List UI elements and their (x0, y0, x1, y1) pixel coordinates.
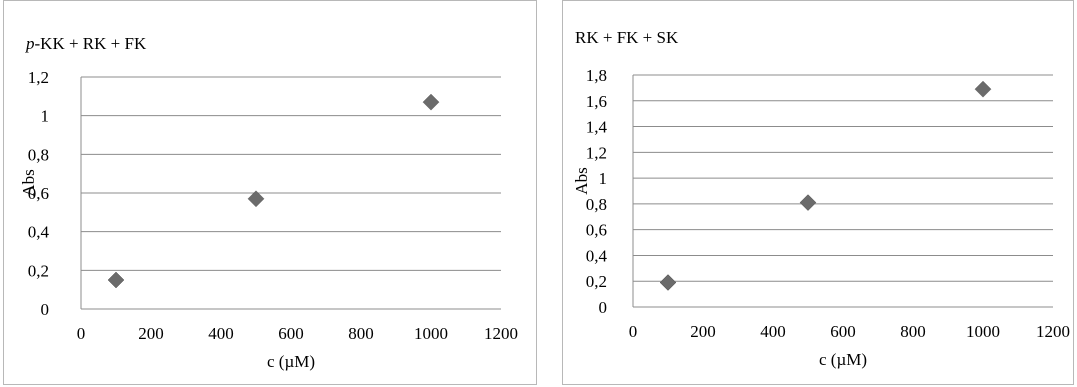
x-tick-label: 200 (138, 324, 164, 343)
x-tick-label: 800 (900, 322, 926, 341)
y-tick-label: 0,8 (586, 195, 607, 214)
y-tick-label: 1 (599, 169, 608, 188)
data-point (107, 271, 125, 289)
y-axis-label: Abs (19, 169, 38, 196)
y-tick-label: 1,2 (586, 143, 607, 162)
chart-plot-left: 0 0,2 0,4 0,6 0,8 1 1,2 0 200 400 600 800 1000 1200 c … (19, 68, 518, 371)
y-tick-label: 0 (599, 298, 608, 317)
y-tick-label: 1 (41, 107, 50, 126)
x-tick-label: 0 (629, 322, 638, 341)
x-tick-label: 400 (760, 322, 786, 341)
y-tick-label: 0,6 (28, 184, 49, 203)
data-point (659, 274, 677, 291)
x-tick-label: 600 (278, 324, 304, 343)
y-axis-label: Abs (572, 167, 591, 194)
data-point (247, 190, 265, 208)
x-tick-label: 1000 (966, 322, 1000, 341)
chart-title: p-KK + RK + FK (26, 34, 146, 54)
y-tick-label: 0,8 (28, 145, 49, 164)
x-tick-label: 400 (208, 324, 234, 343)
x-tick-label: 200 (690, 322, 716, 341)
x-tick-label: 800 (348, 324, 374, 343)
y-tick-label: 1,4 (586, 118, 608, 137)
x-tick-label: 600 (830, 322, 856, 341)
x-tick-label: 1000 (414, 324, 448, 343)
x-tick-label: 0 (77, 324, 86, 343)
chart-panel-right: RK + FK + SK 0 0,2 0,4 0,6 0,8 1 1,2 1,4 1,6 1,8 0… (562, 0, 1074, 385)
data-point (974, 80, 992, 98)
data-point (422, 93, 440, 111)
y-tick-label: 0,2 (586, 272, 607, 291)
y-tick-label: 0,4 (586, 246, 608, 265)
x-axis-label: c (µM) (819, 350, 867, 369)
chart-panel-left: p-KK + RK + FK 0 0,2 0,4 0,6 0,8 1 1,2 0 200 400 6… (3, 0, 537, 385)
chart-title-italic-prefix: p (26, 34, 35, 53)
data-point (799, 194, 817, 211)
chart-title: RK + FK + SK (575, 28, 679, 47)
y-tick-label: 0,2 (28, 261, 49, 280)
y-tick-label: 0,4 (28, 223, 50, 242)
y-tick-label: 0 (41, 300, 50, 319)
y-tick-label: 1,8 (586, 66, 607, 85)
y-tick-label: 0,6 (586, 221, 607, 240)
x-tick-label: 1200 (484, 324, 518, 343)
y-tick-label: 1,6 (586, 92, 607, 111)
chart-title-rest: -KK + RK + FK (34, 34, 147, 53)
x-tick-label: 1200 (1036, 322, 1070, 341)
y-tick-label: 1,2 (28, 68, 49, 87)
chart-plot-right: 0 0,2 0,4 0,6 0,8 1 1,2 1,4 1,6 1,8 0 200 400 600 800 1… (572, 66, 1070, 369)
x-axis-label: c (µM) (267, 352, 315, 371)
